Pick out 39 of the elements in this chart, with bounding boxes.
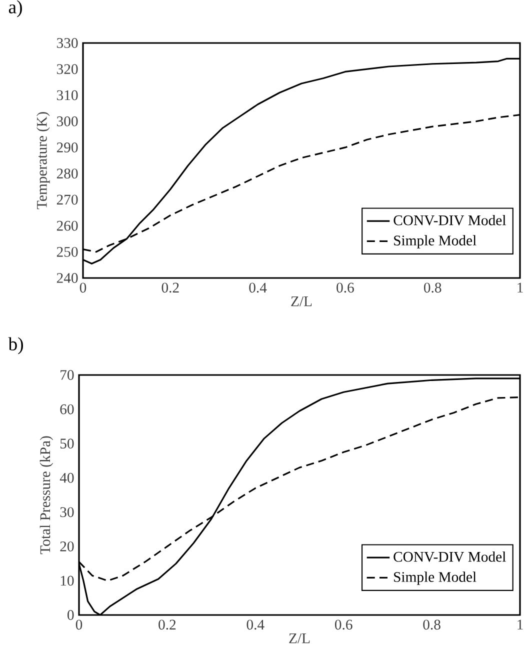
y-tick-label: 320: [56, 64, 78, 74]
y-tick-label: 250: [56, 246, 78, 257]
x-tick-label: 0.2: [162, 282, 179, 293]
chart-title: b): [8, 337, 23, 354]
y-tick-label: 300: [56, 116, 78, 126]
y-tick-label: 70: [60, 370, 74, 380]
x-tick-label: 0.8: [423, 620, 440, 630]
y-axis-title: Total Pressure (kPa): [40, 436, 54, 554]
y-tick-label: 0: [67, 610, 74, 620]
chart-title: a): [8, 0, 22, 18]
y-tick-label: 280: [56, 168, 78, 179]
legend-label: Simple Model: [394, 572, 476, 585]
x-tick-label: 1: [518, 620, 523, 630]
x-tick-label: 0.8: [424, 282, 442, 293]
y-tick-label: 60: [60, 404, 74, 414]
y-tick-label: 260: [56, 220, 78, 231]
x-tick-label: 0: [80, 282, 86, 293]
x-tick-label: 0.4: [246, 620, 264, 630]
x-axis-title: Z/L: [289, 633, 310, 644]
y-axis-title: Temperature (K): [36, 112, 50, 210]
y-tick-label: 290: [56, 142, 78, 152]
y-tick-label: 20: [60, 541, 74, 552]
x-tick-label: 0.6: [336, 282, 354, 293]
y-tick-label: 10: [60, 576, 74, 586]
x-tick-label: 0.6: [334, 620, 352, 630]
x-tick-label: 0.2: [158, 620, 176, 630]
y-tick-label: 330: [56, 38, 78, 48]
y-tick-label: 40: [60, 472, 74, 483]
x-tick-label: 1: [518, 282, 523, 292]
x-tick-label: 0.4: [249, 282, 267, 293]
y-tick-label: 270: [56, 194, 78, 205]
legend-label: Simple Model: [394, 235, 476, 248]
y-tick-label: 310: [56, 90, 78, 100]
y-tick-label: 50: [60, 438, 74, 449]
legend-label: CONV-DIV Model: [394, 214, 506, 226]
y-tick-label: 30: [60, 507, 74, 518]
legend-label: CONV-DIV Model: [394, 551, 506, 562]
x-axis-title: Z/L: [291, 296, 312, 306]
y-tick-label: 240: [56, 273, 78, 283]
